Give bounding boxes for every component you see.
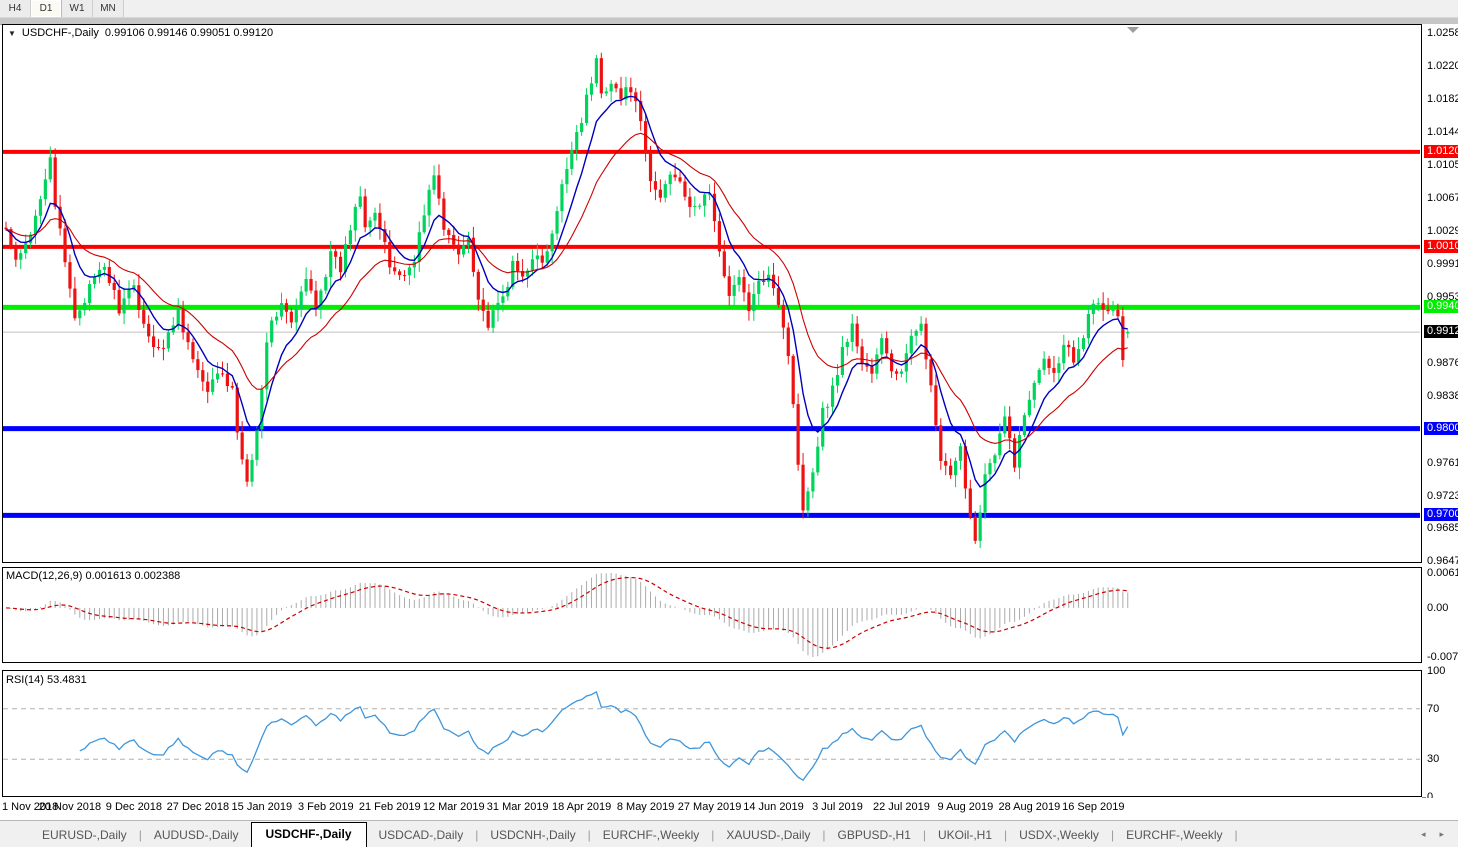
macd-label: MACD(12,26,9) 0.001613 0.002388 bbox=[6, 570, 181, 582]
date-tick-label: 27 May 2019 bbox=[677, 801, 742, 813]
tabs-scroll-left-icon[interactable]: ◂ bbox=[1420, 829, 1426, 839]
rsi-label: RSI(14) 53.4831 bbox=[6, 674, 87, 686]
price-tick: 1.01050 bbox=[1427, 159, 1458, 172]
date-tick-label: 9 Aug 2019 bbox=[937, 801, 994, 813]
date-tick-label: 18 Apr 2019 bbox=[551, 801, 612, 813]
symbol-tab-xauusd[interactable]: XAUUSD-,Daily bbox=[726, 828, 811, 842]
rsi-axis-tick: 70 bbox=[1427, 702, 1440, 715]
macd-axis-max: 0.00613 bbox=[1427, 567, 1458, 579]
timeframe-tab-mn[interactable]: MN bbox=[93, 0, 124, 17]
macd-panel[interactable] bbox=[2, 567, 1422, 663]
symbol-tab-usdx[interactable]: USDX-,Weekly bbox=[1019, 828, 1099, 842]
tab-separator: | bbox=[822, 828, 826, 842]
date-tick-label: 12 Mar 2019 bbox=[422, 801, 485, 813]
price-tick: 1.00670 bbox=[1427, 192, 1458, 205]
chart-menu-icon[interactable]: ▼ bbox=[8, 28, 16, 38]
date-tick-label: 14 Jun 2019 bbox=[743, 801, 804, 813]
timeframe-tab-h4[interactable]: H4 bbox=[0, 0, 31, 17]
date-tick-label: 8 May 2019 bbox=[616, 801, 675, 813]
symbol-tab-eurchf[interactable]: EURCHF-,Weekly bbox=[602, 828, 700, 842]
symbol-tab-gbpusd[interactable]: GBPUSD-,H1 bbox=[837, 828, 911, 842]
tab-separator: | bbox=[587, 828, 591, 842]
date-axis[interactable]: 1 Nov 2018 20 Nov 2018 9 Dec 2018 27 Dec 20… bbox=[0, 798, 1458, 818]
main-chart-panel[interactable] bbox=[2, 24, 1422, 563]
tab-separator: | bbox=[1110, 828, 1115, 842]
date-tick-label: 1 Nov 2018 bbox=[2, 801, 59, 813]
tab-separator: | bbox=[138, 828, 142, 842]
tab-separator: | bbox=[711, 828, 715, 842]
hline-price-label: 1.00106 bbox=[1424, 239, 1458, 253]
tab-separator: | bbox=[1004, 828, 1008, 842]
date-tick-label: 15 Jan 2019 bbox=[231, 801, 293, 813]
symbol-tab-usdcnh[interactable]: USDCNH-,Daily bbox=[490, 828, 576, 842]
hline-price-label: 1.01205 bbox=[1424, 144, 1458, 158]
tab-separator: | bbox=[1234, 828, 1238, 842]
date-tick-label: 9 Dec 2018 bbox=[105, 801, 163, 813]
chart-symbol-label: USDCHF-,Daily bbox=[21, 27, 99, 39]
macd-axis-min: -0.00761 bbox=[1427, 651, 1458, 663]
price-tick: 1.02200 bbox=[1427, 59, 1458, 72]
macd-axis-zero: 0.00 bbox=[1427, 601, 1449, 614]
date-tick-label: 28 Aug 2019 bbox=[998, 801, 1061, 813]
date-tick-label: 21 Feb 2019 bbox=[358, 801, 421, 813]
tab-separator: | bbox=[475, 828, 479, 842]
rsi-axis-tick: 100 bbox=[1427, 665, 1446, 677]
hline-price-label: 0.99406 bbox=[1424, 300, 1458, 314]
current-price-label: 0.99120 bbox=[1424, 325, 1458, 339]
date-tick-label: 20 Nov 2018 bbox=[38, 801, 102, 813]
date-tick-label: 22 Jul 2019 bbox=[872, 801, 930, 813]
price-tick: 1.02580 bbox=[1427, 27, 1458, 39]
symbol-tab-usdchf[interactable]: USDCHF-,Daily bbox=[250, 822, 367, 847]
chart-ohlc-values: 0.99106 0.99146 0.99051 0.99120 bbox=[104, 27, 274, 39]
symbol-tab-eurchf[interactable]: EURCHF-,Weekly bbox=[1126, 828, 1223, 842]
date-tick-label: 27 Dec 2018 bbox=[166, 801, 230, 813]
timeframe-tab-w1[interactable]: W1 bbox=[62, 0, 93, 17]
date-tick-label: 3 Jul 2019 bbox=[812, 801, 863, 813]
symbol-tab-usdcad[interactable]: USDCAD-,Daily bbox=[378, 828, 464, 842]
hline-price-label: 0.97001 bbox=[1424, 508, 1458, 522]
rsi-panel[interactable] bbox=[2, 670, 1422, 797]
chart-title: ▼ USDCHF-,Daily 0.99106 0.99146 0.99051 … bbox=[8, 27, 273, 39]
hline-price-label: 0.98004 bbox=[1424, 421, 1458, 435]
date-tick-label: 31 Mar 2019 bbox=[486, 801, 549, 813]
rsi-axis-tick: 0 bbox=[1427, 791, 1434, 803]
symbol-tab-ukoil[interactable]: UKOil-,H1 bbox=[938, 828, 993, 842]
price-tick: 1.01440 bbox=[1427, 125, 1458, 138]
timeframe-tab-d1[interactable]: D1 bbox=[31, 0, 62, 17]
date-tick-label: 16 Sep 2019 bbox=[1062, 801, 1125, 813]
symbol-tab-eurusd[interactable]: EURUSD-,Daily bbox=[42, 828, 127, 842]
symbol-tab-audusd[interactable]: AUDUSD-,Daily bbox=[153, 828, 239, 842]
rsi-axis-tick: 30 bbox=[1427, 753, 1440, 766]
price-tick: 0.96470 bbox=[1427, 555, 1458, 568]
tabs-scroll-right-icon[interactable]: ▸ bbox=[1439, 829, 1444, 839]
tab-separator: | bbox=[922, 828, 926, 842]
date-tick-label: 3 Feb 2019 bbox=[297, 801, 354, 813]
timeframe-toolbar: H4 D1 W1 MN bbox=[0, 0, 1458, 18]
symbol-tab-bar: EURUSD-,Daily | AUDUSD-,Daily USDCHF-,Daily… bbox=[0, 820, 1458, 847]
